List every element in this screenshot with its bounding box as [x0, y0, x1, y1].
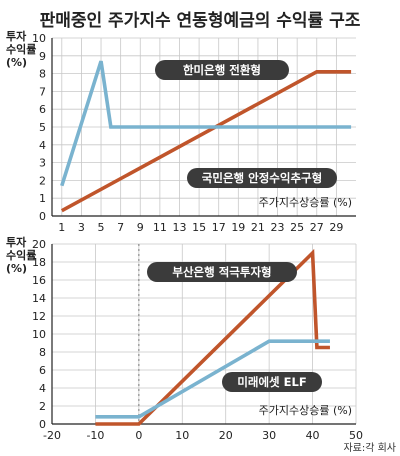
y-tick-label: 6: [39, 364, 46, 377]
x-tick-label: 29: [329, 221, 343, 234]
y-tick-label: 3: [39, 157, 46, 170]
y-tick-label: 10: [32, 32, 46, 45]
series-label-pill: [147, 262, 297, 282]
x-axis-label: 주가지수상승률 (%): [259, 404, 352, 417]
x-tick-label: 11: [153, 221, 167, 234]
x-tick-label: 7: [117, 221, 124, 234]
y-tick-label: 16: [32, 274, 46, 287]
source-note: 자료:각 회사: [343, 442, 396, 454]
x-tick-label: 27: [310, 221, 324, 234]
y-axis-label-line: 수익률: [6, 249, 36, 262]
x-tick-label: 15: [192, 221, 206, 234]
y-tick-label: 4: [39, 382, 46, 395]
x-tick-label: 19: [231, 221, 245, 234]
y-axis-label-line: 투자: [6, 29, 27, 43]
y-tick-label: 18: [32, 256, 46, 269]
y-tick-label: 2: [39, 174, 46, 187]
series-label-pill: [187, 168, 337, 188]
y-tick-label: 8: [39, 346, 46, 359]
chart-title: 판매중인 주가지수 연동형예금의 수익률 구조: [40, 10, 361, 31]
x-tick-label: 17: [212, 221, 226, 234]
y-tick-label: 9: [39, 50, 46, 63]
x-tick-label: 3: [78, 221, 85, 234]
y-tick-label: 0: [39, 418, 46, 431]
x-tick-label: 9: [137, 221, 144, 234]
x-axis-label: 주가지수상승률 (%): [259, 196, 352, 209]
x-tick-label: 20: [219, 429, 233, 442]
series-line-2-2: [95, 339, 330, 419]
y-tick-label: 4: [39, 139, 46, 152]
y-axis-label: 투자 수익률 (%): [6, 29, 36, 69]
x-tick-label: 13: [172, 221, 186, 234]
plot-panel-2: 0 2 4 6 8 10 12 14 16 18 20 -20 -10 0 10 20 30 40 50 투자 수익률(…: [6, 235, 363, 442]
x-tick-label: 10: [175, 429, 189, 442]
x-tick-label: 1: [58, 221, 65, 234]
x-tick-label: 0: [135, 429, 142, 442]
x-tick-label: 30: [262, 429, 276, 442]
series-line-1-2: [60, 60, 352, 187]
x-tick-label: 23: [271, 221, 285, 234]
x-tick-label: 40: [306, 429, 320, 442]
series-label: 한미은행 전환형: [183, 63, 261, 77]
y-tick-label: 5: [39, 121, 46, 134]
y-tick-label: 7: [39, 85, 46, 98]
y-tick-label: 8: [39, 68, 46, 81]
y-tick-label: 1: [39, 192, 46, 205]
y-tick-label: 2: [39, 400, 46, 413]
series-label: 부산은행 적극투자형: [172, 265, 271, 279]
x-tick-label: 50: [349, 429, 363, 442]
x-tick-label: -10: [86, 429, 104, 442]
x-tick-label: -20: [43, 429, 61, 442]
series-label-pill: [155, 60, 289, 80]
series-line-1-1: [60, 70, 352, 213]
x-tick-label: 21: [251, 221, 265, 234]
y-tick-label: 20: [32, 238, 46, 251]
y-axis-label-line: (%): [6, 262, 27, 275]
y-axis-label-line: 투자: [6, 235, 27, 249]
y-axis-label: 투자 수익률 (%): [6, 235, 36, 275]
y-tick-label: 6: [39, 103, 46, 116]
y-axis-label-line: 수익률: [6, 43, 36, 56]
y-axis-label-line: (%): [6, 56, 27, 69]
series-label-pill: [222, 372, 322, 392]
y-tick-label: 10: [32, 328, 46, 341]
series-label: 국민은행 안정수익추구형: [202, 171, 322, 185]
y-tick-label: 12: [32, 310, 46, 323]
y-tick-label: 14: [32, 292, 46, 305]
x-tick-label: 5: [98, 221, 105, 234]
series-line-2-1: [95, 248, 330, 426]
y-tick-label: 0: [39, 210, 46, 223]
series-label: 미래에셋 ELF: [237, 375, 306, 389]
x-tick-label: 25: [290, 221, 304, 234]
